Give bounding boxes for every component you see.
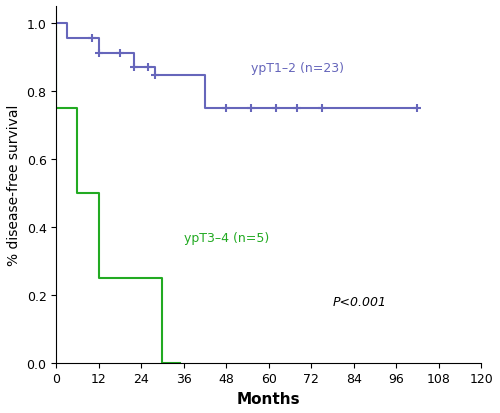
X-axis label: Months: Months xyxy=(237,391,300,406)
Text: P<0.001: P<0.001 xyxy=(332,295,386,309)
Text: ypT1–2 (n=23): ypT1–2 (n=23) xyxy=(251,62,344,74)
Text: ypT3–4 (n=5): ypT3–4 (n=5) xyxy=(184,231,269,244)
Y-axis label: % disease-free survival: % disease-free survival xyxy=(7,104,21,266)
